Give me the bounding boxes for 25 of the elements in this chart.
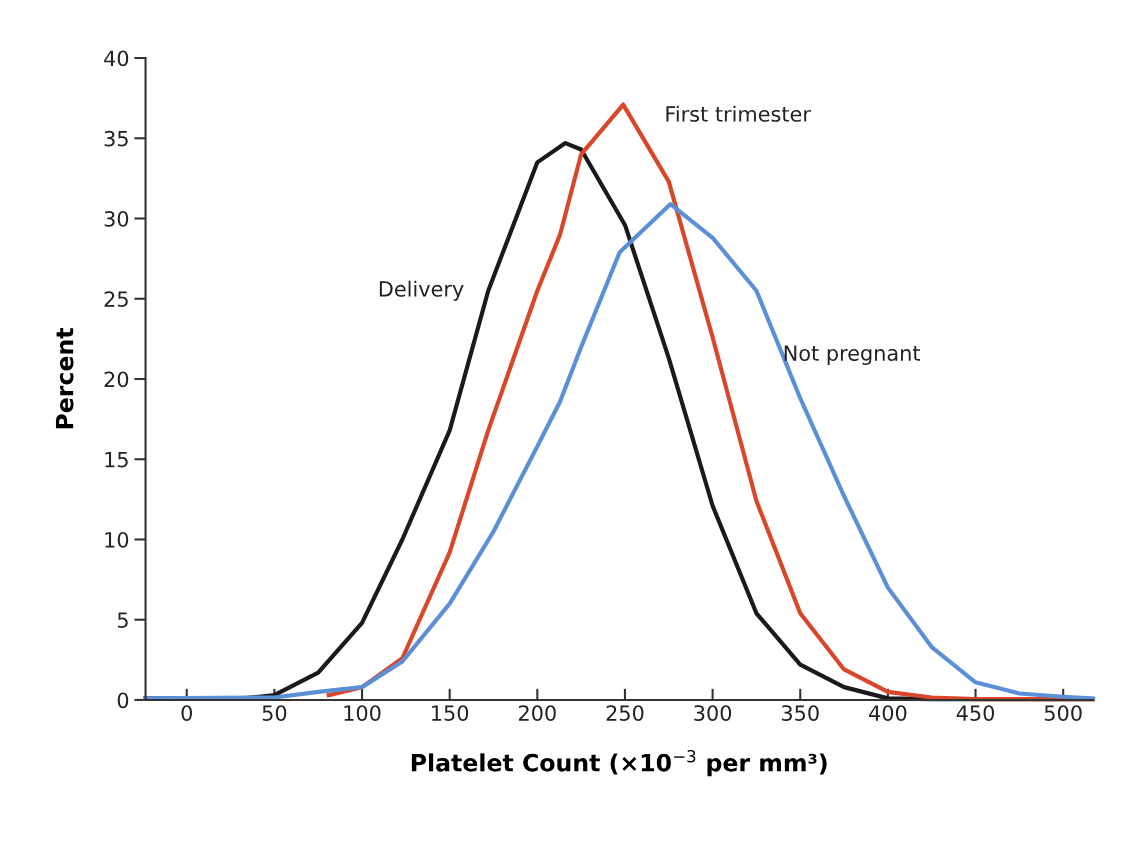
y-tick-label: 30 — [104, 210, 129, 227]
y-tick-label: 15 — [105, 451, 128, 468]
x-tick-label: 450 — [956, 705, 995, 721]
x-tick-label: 500 — [1044, 705, 1082, 721]
y-tick-label: 20 — [104, 371, 129, 388]
x-tick-label: 350 — [781, 705, 819, 721]
y-tick-label: 40 — [104, 50, 129, 67]
x-tick-label: 0 — [181, 705, 192, 721]
x-tick-label: 200 — [518, 705, 556, 721]
y-tick-label: 10 — [105, 531, 129, 548]
x-tick-label: 50 — [262, 705, 287, 721]
x-tick-label: 150 — [432, 705, 469, 721]
x-tick-label: 100 — [344, 705, 381, 721]
x-tick-label: 300 — [694, 705, 732, 721]
y-tick-label: 35 — [104, 130, 128, 147]
y-axis-title: Percent — [55, 328, 74, 429]
series-label: Not pregnant — [784, 345, 921, 366]
y-tick-label: 25 — [104, 291, 128, 307]
y-tick-label: 0 — [117, 692, 129, 709]
x-axis-title: Platelet Count (×10$^{−3}$ per mm³) — [411, 749, 827, 777]
x-tick-label: 400 — [869, 705, 907, 721]
series-label: First trimester — [666, 105, 811, 122]
x-tick-label: 250 — [606, 705, 644, 721]
series-label: Delivery — [379, 280, 464, 301]
y-tick-label: 5 — [117, 612, 128, 628]
